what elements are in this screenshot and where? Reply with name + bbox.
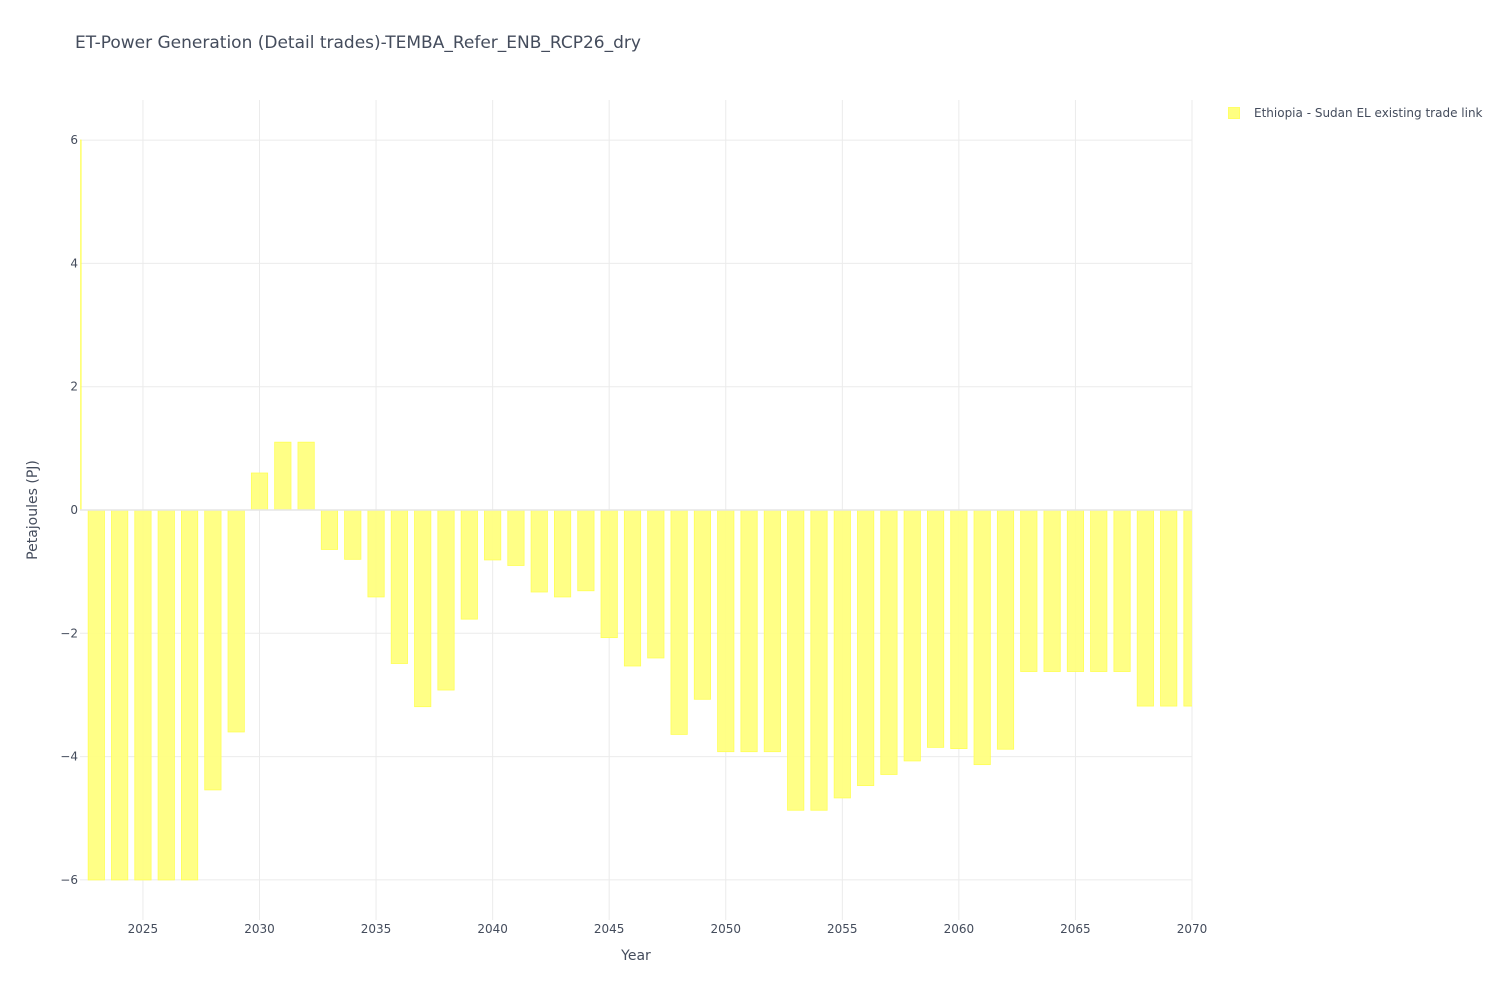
bar[interactable]: [973, 509, 991, 766]
bar[interactable]: [134, 509, 152, 881]
bar[interactable]: [390, 509, 408, 664]
bar[interactable]: [787, 509, 805, 811]
bar[interactable]: [763, 509, 781, 753]
chart-title: ET-Power Generation (Detail trades)-TEMB…: [75, 33, 641, 53]
bar[interactable]: [367, 509, 385, 598]
y-tick-label: 4: [70, 256, 78, 270]
bar[interactable]: [740, 509, 758, 753]
bar[interactable]: [647, 509, 665, 659]
bar[interactable]: [227, 509, 245, 733]
bar[interactable]: [65, 139, 82, 511]
bar[interactable]: [87, 509, 105, 881]
bar[interactable]: [857, 509, 875, 786]
bar[interactable]: [717, 509, 735, 753]
x-tick-label: 2055: [827, 922, 858, 936]
legend-label: Ethiopia - Sudan EL existing trade link: [1254, 106, 1483, 120]
x-tick-label: 2045: [594, 922, 625, 936]
legend[interactable]: Ethiopia - Sudan EL existing trade link: [1228, 106, 1483, 120]
x-tick-label: 2035: [361, 922, 392, 936]
bar[interactable]: [1020, 509, 1038, 672]
bar[interactable]: [623, 509, 642, 667]
bar[interactable]: [1136, 509, 1154, 707]
bar[interactable]: [204, 509, 222, 791]
bar[interactable]: [693, 509, 711, 700]
bar[interactable]: [996, 509, 1015, 750]
bar[interactable]: [1160, 509, 1178, 707]
bar[interactable]: [950, 509, 968, 750]
bar[interactable]: [810, 509, 828, 811]
bar[interactable]: [250, 472, 269, 511]
bar[interactable]: [880, 509, 898, 775]
bar[interactable]: [670, 509, 688, 735]
bar[interactable]: [903, 509, 921, 762]
bar[interactable]: [507, 509, 525, 566]
x-tick-label: 2025: [128, 922, 159, 936]
bar[interactable]: [414, 509, 432, 708]
x-tick-label: 2060: [944, 922, 975, 936]
bar[interactable]: [320, 509, 339, 550]
bar[interactable]: [554, 509, 572, 598]
bar[interactable]: [1066, 509, 1084, 672]
bar[interactable]: [530, 509, 548, 593]
bar[interactable]: [1090, 509, 1108, 672]
bar[interactable]: [157, 509, 175, 881]
y-axis-title: Petajoules (PJ): [25, 460, 41, 560]
y-tick-label: 2: [70, 380, 78, 394]
y-tick-label: 6: [70, 133, 78, 147]
bar[interactable]: [577, 509, 595, 592]
x-tick-label: 2050: [710, 922, 741, 936]
bar[interactable]: [344, 509, 362, 560]
y-tick-label: −4: [60, 750, 78, 764]
x-axis-title: Year: [620, 948, 651, 964]
bar[interactable]: [927, 509, 945, 748]
y-tick-label: −6: [60, 873, 78, 887]
bar[interactable]: [484, 509, 502, 561]
x-tick-label: 2030: [244, 922, 275, 936]
x-axis-ticks: 2025 2030 2035 2040 2045 2050 2055 2060 2065 2070: [128, 922, 1208, 936]
x-tick-label: 2070: [1177, 922, 1208, 936]
y-tick-label: −2: [60, 626, 78, 640]
bar[interactable]: [833, 509, 851, 799]
x-tick-label: 2065: [1060, 922, 1091, 936]
legend-swatch: [1228, 107, 1240, 119]
bar[interactable]: [437, 509, 455, 691]
y-axis-ticks: −6 −4 −2 0 2 4 6: [60, 133, 78, 887]
bar[interactable]: [1043, 509, 1061, 672]
bar[interactable]: [297, 441, 315, 511]
bar[interactable]: [1113, 509, 1131, 672]
bar[interactable]: [460, 509, 478, 620]
bar[interactable]: [274, 441, 292, 511]
bar[interactable]: [600, 509, 618, 639]
bar[interactable]: [1183, 509, 1200, 707]
y-tick-label: 0: [70, 503, 78, 517]
bar[interactable]: [181, 509, 199, 881]
x-tick-label: 2040: [477, 922, 508, 936]
bar[interactable]: [111, 509, 129, 881]
